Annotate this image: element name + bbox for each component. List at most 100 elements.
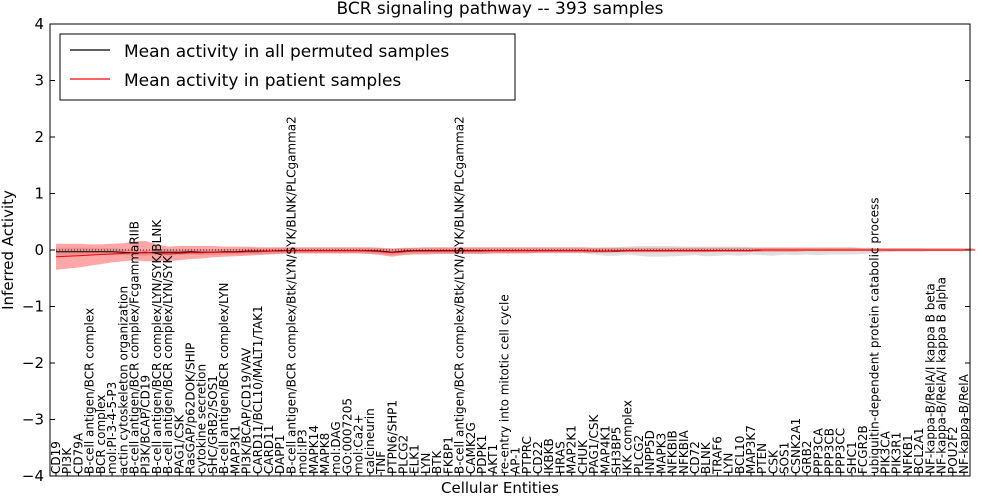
- x-axis-label: Cellular Entities: [441, 479, 559, 497]
- x-tick-label: PI3K/BCAP/CD19: [139, 375, 153, 474]
- x-tick-label: PI3K/BCAP/CD19/VAV: [240, 347, 254, 474]
- band-patient: [56, 241, 976, 270]
- x-tick-label: ubiquitin-dependent protein catabolic pr…: [867, 198, 881, 474]
- x-tick-label: MAPK14: [307, 425, 321, 474]
- x-tick-label: MAP2K1: [565, 425, 579, 474]
- x-tick-label: PI3K: [60, 447, 74, 474]
- x-tick-label: MAP3K7: [744, 425, 758, 474]
- x-tick-label: PDPK1: [475, 435, 489, 474]
- x-tick-label: PLCG2: [397, 435, 411, 474]
- x-tick-label: CSK: [766, 449, 780, 474]
- x-tick-label: PAG1/CSK: [587, 414, 601, 474]
- x-tick-label: mol:PI-3-4-5-P3: [105, 382, 119, 474]
- x-tick-label: BCL10: [733, 436, 747, 474]
- x-tick-label: RasGAP/p62DOK/SHIP: [184, 343, 198, 474]
- x-tick-label: BCL2A1: [912, 427, 926, 474]
- legend-label-patient: Mean activity in patient samples: [124, 71, 401, 91]
- x-tick-label: MAPK8: [318, 433, 332, 474]
- x-tick-label: CD22: [531, 441, 545, 474]
- x-tick-label: MAP3K1: [228, 425, 242, 474]
- x-tick-label: B-cell antigen/BCR complex/LYN/SYK: [161, 254, 175, 474]
- confidence-bands: [50, 241, 976, 270]
- x-tick-label: mol:Ca2+: [352, 414, 366, 474]
- chart-title: BCR signaling pathway -- 393 samples: [336, 0, 663, 19]
- x-tick-label: POU2F2: [946, 426, 960, 474]
- x-tick-label: SOS1: [778, 442, 792, 474]
- x-tick-label: B-cell antigen/BCR complex/FcgammaRIIB: [128, 221, 142, 474]
- x-tick-label: ELK1: [408, 444, 422, 474]
- y-tick-label: −1: [22, 298, 44, 316]
- x-tick-label: CARD11/BCL10/MALT1/TAK1: [251, 305, 265, 474]
- y-tick-label: 2: [34, 128, 44, 146]
- x-tick-label: NFKBIA: [677, 429, 691, 474]
- x-tick-label: SHC/GRB2/SOS1: [206, 375, 220, 474]
- x-tick-label: calcineurin: [363, 408, 377, 474]
- x-tick-label: CD79A: [71, 432, 85, 474]
- x-tick-label: B-cell antigen/BCR complex/Btk/LYN/SYK/B…: [453, 116, 467, 474]
- x-tick-label: BTK: [430, 449, 444, 474]
- x-tick-label: IKBKB: [542, 438, 556, 474]
- x-tick-label: PTPN6/SHP1: [385, 400, 399, 474]
- x-tick-label: DAPP1: [273, 435, 287, 474]
- y-tick-label: −4: [22, 467, 44, 485]
- x-tick-label: B-cell antigen/BCR complex/Btk/LYN/SYK/B…: [284, 116, 298, 474]
- x-tick-label: MAPK3: [654, 433, 668, 474]
- y-axis-ticks: −4 −3 −2 −1 0 1 2 3 4: [22, 15, 970, 485]
- x-tick-label: TRAF6: [710, 436, 724, 475]
- legend: Mean activity in all permuted samples Me…: [59, 33, 516, 101]
- x-tick-label: PIK3R1: [890, 432, 904, 474]
- x-tick-label: IKK complex: [621, 400, 635, 474]
- mean-lines: [55, 249, 976, 258]
- x-tick-label: HRAS: [553, 441, 567, 474]
- y-tick-label: 0: [34, 241, 44, 259]
- x-tick-label: CD72: [688, 441, 702, 474]
- x-tick-label: cytokine secretion: [195, 364, 209, 474]
- x-tick-label: mol:DAG: [329, 421, 343, 474]
- x-tick-label: LYN: [722, 453, 736, 474]
- x-tick-label: AP-1: [509, 447, 523, 474]
- x-tick-label: INPP5D: [643, 430, 657, 474]
- x-tick-label: GO:0007205: [341, 398, 355, 474]
- y-tick-label: 1: [34, 185, 44, 203]
- x-tick-label: CSNK2A1: [789, 418, 803, 474]
- x-tick-label: mol:IP3: [296, 429, 310, 474]
- y-tick-label: −3: [22, 411, 44, 429]
- y-tick-label: 3: [34, 72, 44, 90]
- x-tick-label: FCGR2B: [856, 425, 870, 474]
- y-tick-label: 4: [34, 15, 44, 33]
- x-tick-label: PPP3CA: [811, 427, 825, 474]
- x-tick-label: CAMK2G: [464, 422, 478, 474]
- x-tick-label: FKBP1: [441, 436, 455, 474]
- x-tick-label: BCR complex: [94, 395, 108, 474]
- y-tick-label: −2: [22, 354, 44, 372]
- x-tick-label: CARD11: [262, 425, 276, 474]
- x-tick-label: TNF: [374, 451, 388, 475]
- x-tick-label: re-entry into mitotic cell cycle: [497, 294, 511, 474]
- x-tick-label: PAG1/CSK: [172, 414, 186, 474]
- x-tick-label: B-cell antigen/BCR complex: [83, 308, 97, 474]
- x-tick-label: SH3BP5: [610, 427, 624, 474]
- y-axis-label: Inferred Activity: [0, 190, 17, 310]
- x-tick-label: actin cytoskeleton organization: [116, 286, 130, 474]
- band-permuted: [56, 246, 976, 257]
- x-tick-label: LYN: [419, 453, 433, 474]
- x-tick-label: NF-kappa-B/RelA: [957, 373, 971, 474]
- legend-label-permuted: Mean activity in all permuted samples: [124, 42, 449, 62]
- x-tick-label: PPP3CC: [834, 428, 848, 474]
- x-tick-label: AKT1: [486, 444, 500, 474]
- x-tick-label: GRB2: [800, 440, 814, 474]
- x-tick-label: PLCG2: [632, 435, 646, 474]
- x-tick-label: SHC1: [845, 441, 859, 474]
- x-tick-label: CHUK: [576, 439, 590, 474]
- x-tick-label: B-cell antigen/BCR complex/LYN/SYK/BLNK: [150, 219, 164, 474]
- x-tick-label: NF-kappa-B/RelA/I kappa B alpha: [935, 277, 949, 474]
- x-tick-label: B-cell antigen/BCR complex/LYN: [217, 282, 231, 474]
- x-tick-label: NFKB1: [901, 434, 915, 474]
- x-tick-label: PTPRC: [520, 436, 534, 474]
- x-tick-label: PTEN: [755, 443, 769, 474]
- series-line-patient: [55, 249, 976, 258]
- x-tick-label: BLNK: [699, 441, 713, 474]
- legend-box: [59, 33, 516, 101]
